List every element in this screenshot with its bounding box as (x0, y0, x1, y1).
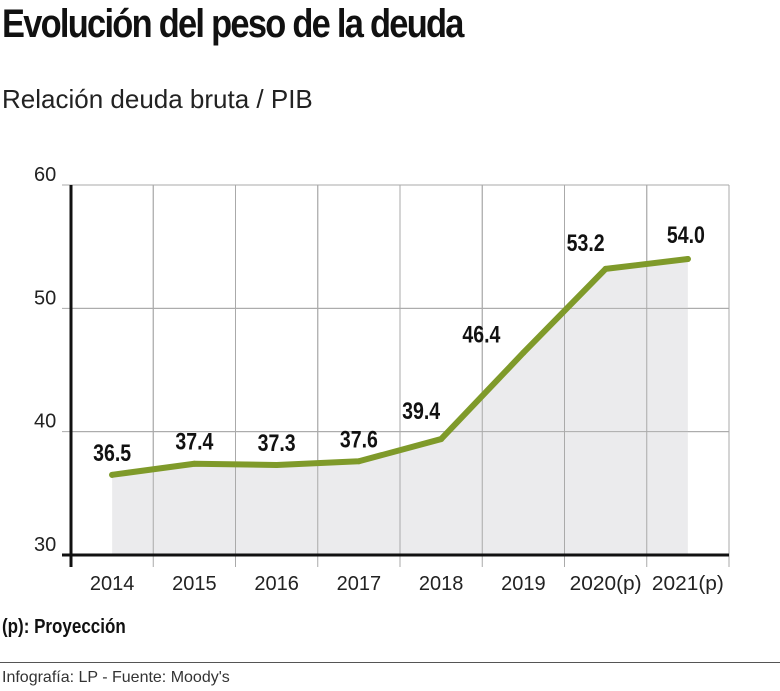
data-label: 37.3 (258, 430, 296, 457)
data-label: 54.0 (667, 222, 705, 249)
y-tick-label: 40 (34, 411, 56, 433)
data-point (191, 460, 198, 467)
x-tick-label: 2020(p) (570, 573, 642, 595)
data-point (109, 471, 116, 478)
x-tick-label: 2016 (254, 573, 299, 595)
data-label: 37.4 (175, 429, 214, 456)
data-label: 46.4 (462, 322, 501, 349)
footer-divider (0, 662, 780, 663)
data-label: 36.5 (93, 440, 131, 467)
data-line (109, 256, 691, 478)
source-credit: Infografía: LP - Fuente: Moody's (2, 669, 230, 686)
data-point (684, 256, 691, 262)
chart-subtitle: Relación deuda bruta / PIB (2, 84, 313, 114)
data-label: 37.6 (340, 426, 378, 453)
data-point (520, 349, 527, 356)
x-tick-label: 2018 (419, 573, 464, 595)
x-tick-label: 2021(p) (652, 573, 724, 595)
y-tick-label: 50 (34, 287, 56, 309)
data-point (273, 461, 280, 468)
y-tick-label: 30 (34, 534, 56, 556)
x-tick-label: 2015 (172, 573, 217, 595)
x-tick-label: 2014 (90, 573, 135, 595)
x-tick-label: 2019 (501, 573, 546, 595)
data-point (438, 436, 445, 443)
x-tick-label: 2017 (337, 573, 382, 595)
data-point (602, 265, 609, 272)
chart-title: Evolución del peso de la deuda (2, 2, 464, 46)
data-label: 53.2 (567, 230, 605, 257)
projection-note: (p): Proyección (2, 616, 126, 638)
data-point (355, 458, 362, 465)
data-label: 39.4 (402, 398, 441, 425)
y-tick-label: 60 (34, 164, 56, 186)
